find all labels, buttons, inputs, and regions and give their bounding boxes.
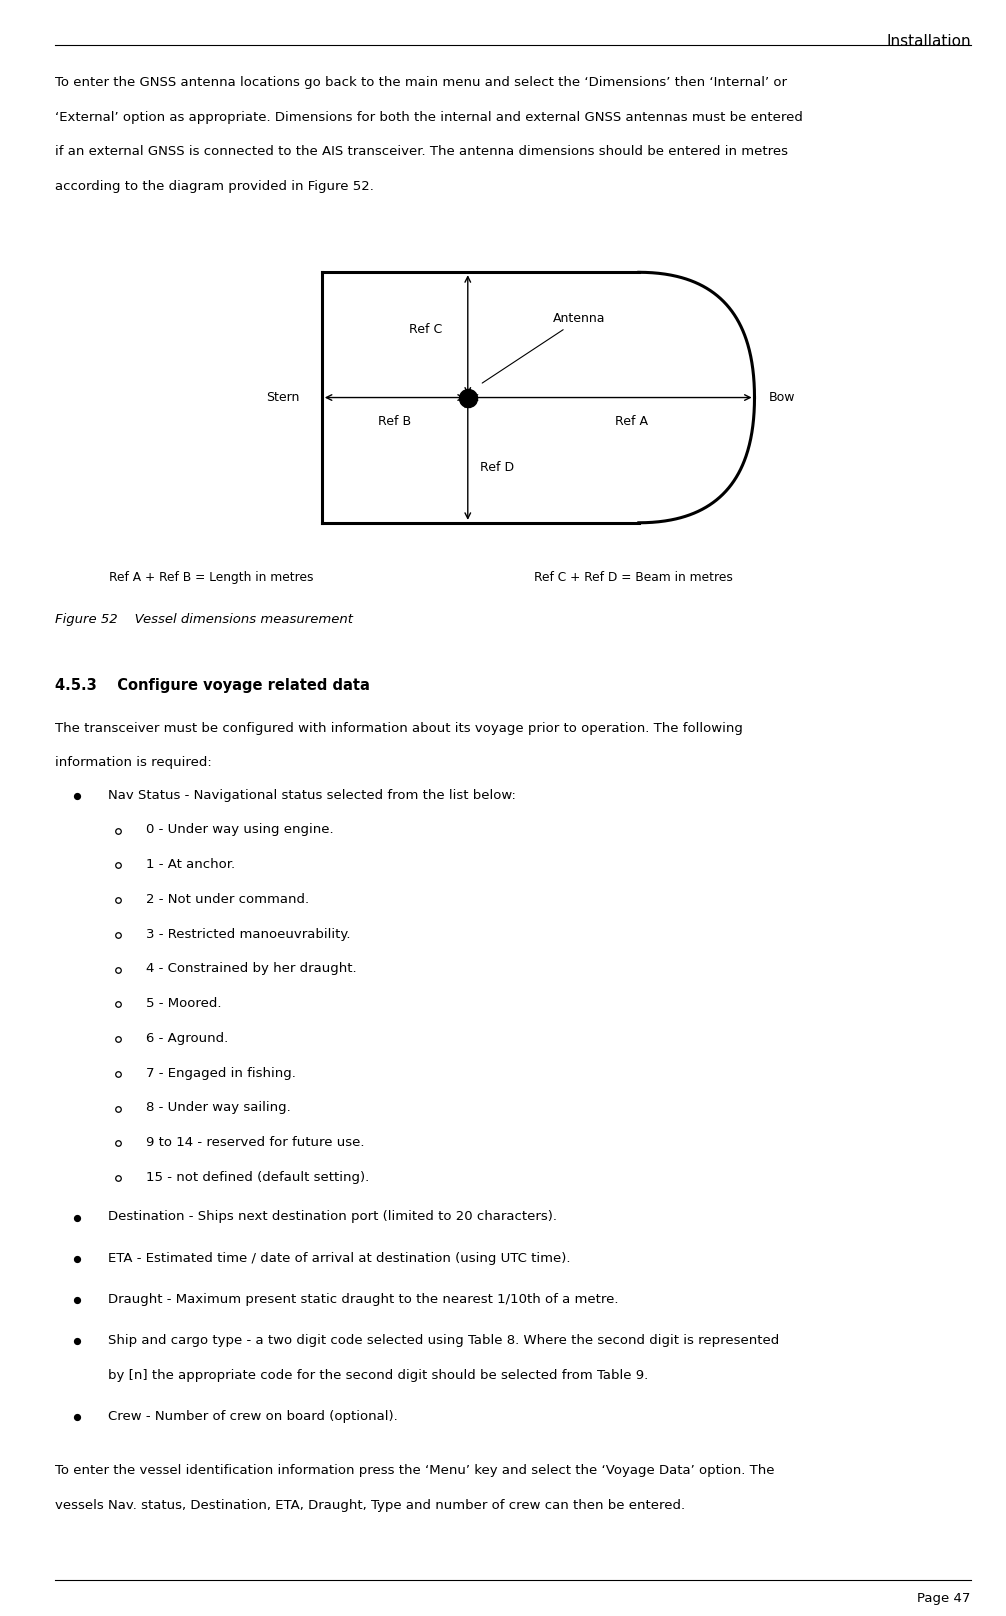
Text: 6 - Aground.: 6 - Aground. bbox=[146, 1033, 228, 1046]
Text: according to the diagram provided in Figure 52.: according to the diagram provided in Fig… bbox=[55, 179, 374, 194]
Text: information is required:: information is required: bbox=[55, 756, 212, 769]
Text: To enter the vessel identification information press the ‘Menu’ key and select t: To enter the vessel identification infor… bbox=[55, 1464, 775, 1477]
Text: Bow: Bow bbox=[769, 391, 795, 404]
Text: 8 - Under way sailing.: 8 - Under way sailing. bbox=[146, 1102, 291, 1115]
Text: Stern: Stern bbox=[267, 391, 300, 404]
Text: if an external GNSS is connected to the AIS transceiver. The antenna dimensions : if an external GNSS is connected to the … bbox=[55, 145, 789, 158]
Text: ETA - Estimated time / date of arrival at destination (using UTC time).: ETA - Estimated time / date of arrival a… bbox=[108, 1252, 570, 1265]
Text: Draught - Maximum present static draught to the nearest 1/10th of a metre.: Draught - Maximum present static draught… bbox=[108, 1293, 618, 1306]
Text: Ref A: Ref A bbox=[615, 415, 648, 428]
Text: 15 - not defined (default setting).: 15 - not defined (default setting). bbox=[146, 1172, 369, 1185]
Text: vessels Nav. status, Destination, ETA, Draught, Type and number of crew can then: vessels Nav. status, Destination, ETA, D… bbox=[55, 1500, 685, 1513]
Text: 1 - At anchor.: 1 - At anchor. bbox=[146, 858, 235, 871]
Text: 4 - Constrained by her draught.: 4 - Constrained by her draught. bbox=[146, 963, 356, 976]
Text: Crew - Number of crew on board (optional).: Crew - Number of crew on board (optional… bbox=[108, 1411, 397, 1424]
Text: Ref C + Ref D = Beam in metres: Ref C + Ref D = Beam in metres bbox=[534, 570, 733, 585]
Text: ‘External’ option as appropriate. Dimensions for both the internal and external : ‘External’ option as appropriate. Dimens… bbox=[55, 110, 803, 124]
Text: 3 - Restricted manoeuvrability.: 3 - Restricted manoeuvrability. bbox=[146, 928, 350, 941]
Text: Figure 52    Vessel dimensions measurement: Figure 52 Vessel dimensions measurement bbox=[55, 612, 353, 627]
Text: Installation: Installation bbox=[886, 34, 971, 48]
Text: The transceiver must be configured with information about its voyage prior to op: The transceiver must be configured with … bbox=[55, 721, 743, 735]
Text: 7 - Engaged in fishing.: 7 - Engaged in fishing. bbox=[146, 1067, 296, 1079]
Text: Antenna: Antenna bbox=[482, 312, 606, 383]
Text: 2 - Not under command.: 2 - Not under command. bbox=[146, 892, 309, 907]
Text: 5 - Moored.: 5 - Moored. bbox=[146, 997, 221, 1010]
Text: Ref D: Ref D bbox=[480, 461, 514, 473]
Text: by [n] the appropriate code for the second digit should be selected from Table 9: by [n] the appropriate code for the seco… bbox=[108, 1369, 648, 1382]
Text: Ref C: Ref C bbox=[409, 323, 443, 336]
Text: Ref A + Ref B = Length in metres: Ref A + Ref B = Length in metres bbox=[109, 570, 314, 585]
Text: 9 to 14 - reserved for future use.: 9 to 14 - reserved for future use. bbox=[146, 1136, 364, 1149]
Text: To enter the GNSS antenna locations go back to the main menu and select the ‘Dim: To enter the GNSS antenna locations go b… bbox=[55, 76, 788, 89]
Text: Ship and cargo type - a two digit code selected using Table 8. Where the second : Ship and cargo type - a two digit code s… bbox=[108, 1335, 779, 1348]
Text: 4.5.3    Configure voyage related data: 4.5.3 Configure voyage related data bbox=[55, 679, 370, 693]
Text: 0 - Under way using engine.: 0 - Under way using engine. bbox=[146, 823, 334, 837]
Text: Destination - Ships next destination port (limited to 20 characters).: Destination - Ships next destination por… bbox=[108, 1210, 556, 1223]
Text: Page 47: Page 47 bbox=[917, 1592, 971, 1605]
Text: Nav Status - Navigational status selected from the list below:: Nav Status - Navigational status selecte… bbox=[108, 789, 515, 802]
Text: Ref B: Ref B bbox=[378, 415, 411, 428]
